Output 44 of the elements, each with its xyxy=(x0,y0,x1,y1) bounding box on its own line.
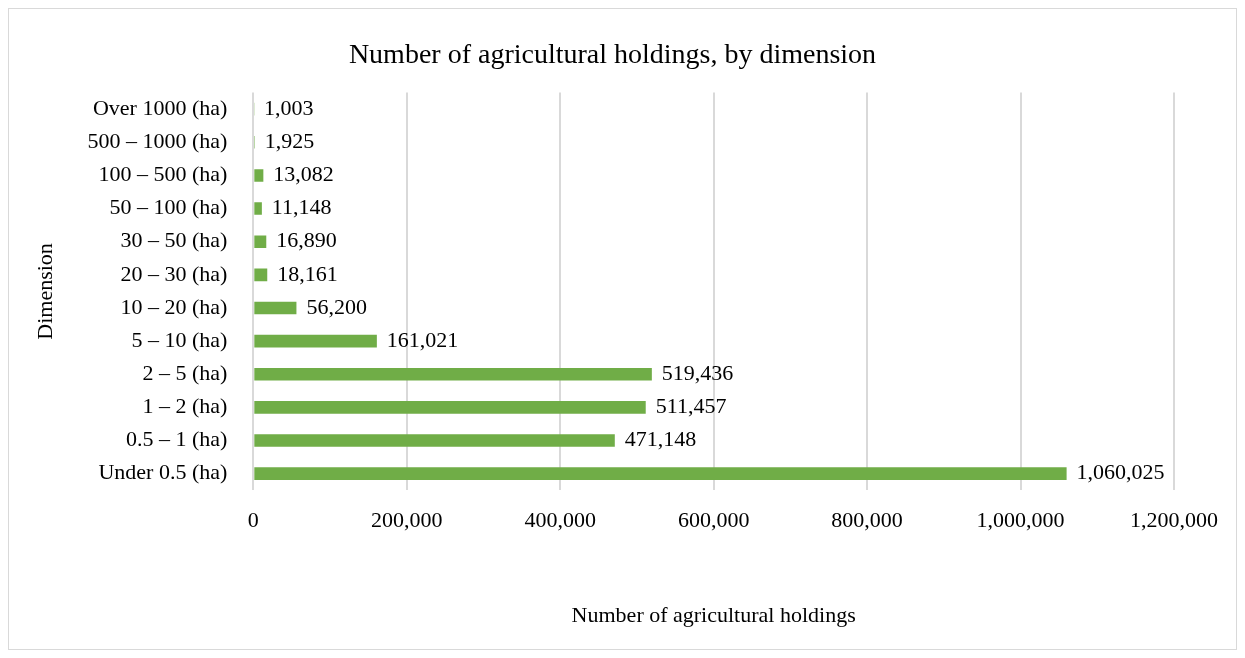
bar xyxy=(254,434,615,447)
y-tick-label: 50 – 100 (ha) xyxy=(109,194,228,220)
y-tick-label: 5 – 10 (ha) xyxy=(131,326,228,352)
data-label: 56,200 xyxy=(306,293,367,319)
y-tick-label: 1 – 2 (ha) xyxy=(142,393,228,419)
x-tick-label: 600,000 xyxy=(677,507,750,533)
data-label: 1,003 xyxy=(264,94,314,120)
data-label: 1,925 xyxy=(264,128,315,154)
x-axis-title: Number of agricultural holdings xyxy=(571,601,856,627)
y-tick-label: 100 – 500 (ha) xyxy=(98,161,228,187)
bar xyxy=(254,367,652,381)
data-label: 511,457 xyxy=(655,393,727,419)
y-tick-label: 10 – 20 (ha) xyxy=(120,293,228,319)
data-label: 18,161 xyxy=(277,260,338,286)
y-tick-label: 2 – 5 (ha) xyxy=(142,360,228,386)
data-label: 1,060,025 xyxy=(1076,459,1165,485)
x-tick-label: 400,000 xyxy=(524,507,596,533)
data-label: 471,148 xyxy=(624,426,697,452)
y-axis-title: Dimension xyxy=(31,243,57,340)
data-label: 161,021 xyxy=(386,326,459,352)
x-tick-label: 200,000 xyxy=(371,507,443,533)
y-tick-label: Over 1000 (ha) xyxy=(92,94,228,120)
y-tick-label: 20 – 30 (ha) xyxy=(120,260,228,286)
y-tick-label: 30 – 50 (ha) xyxy=(120,227,228,253)
y-tick-label: 500 – 1000 (ha) xyxy=(87,128,228,154)
bar xyxy=(254,301,297,315)
x-tick-label: 800,000 xyxy=(831,507,903,533)
x-tick-label: 1,000,000 xyxy=(976,507,1065,533)
y-tick-label: 0.5 – 1 (ha) xyxy=(125,426,228,452)
bar xyxy=(254,268,268,282)
bar xyxy=(254,467,1067,480)
data-label: 11,148 xyxy=(271,194,332,220)
data-label: 13,082 xyxy=(273,161,334,187)
x-tick-label: 0 xyxy=(247,507,259,533)
bar xyxy=(254,169,264,182)
bar xyxy=(254,202,262,215)
data-label: 16,890 xyxy=(276,227,337,253)
bar xyxy=(254,235,267,248)
data-label: 519,436 xyxy=(661,360,734,386)
x-tick-label: 1,200,000 xyxy=(1130,507,1218,533)
bar xyxy=(254,401,646,414)
bar xyxy=(254,334,377,348)
y-tick-label: Under 0.5 (ha) xyxy=(98,459,228,485)
chart-title: Number of agricultural holdings, by dimension xyxy=(348,38,877,70)
